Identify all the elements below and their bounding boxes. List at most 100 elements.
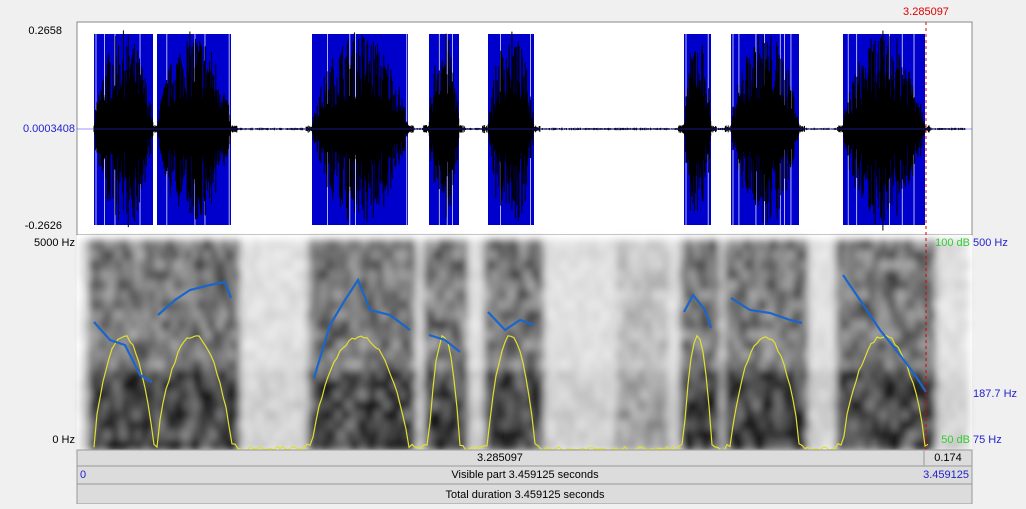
spec-cell: [880, 250, 885, 261]
spec-cell: [192, 380, 197, 391]
spec-cell: [804, 400, 809, 411]
spec-cell: [824, 400, 829, 411]
spec-cell: [184, 410, 189, 421]
spec-cell: [780, 330, 785, 341]
visible-end: 3.459125: [923, 469, 969, 481]
spec-cell: [184, 420, 189, 431]
spec-cell: [672, 390, 677, 401]
spec-cell: [892, 400, 897, 411]
spec-cell: [808, 240, 813, 251]
spec-cell: [284, 420, 289, 431]
spec-cell: [912, 320, 917, 331]
spec-cell: [704, 350, 709, 361]
spec-cell: [804, 320, 809, 331]
spec-cell: [672, 290, 677, 301]
spec-cell: [728, 280, 733, 291]
spec-cell: [616, 270, 621, 281]
spec-cell: [272, 370, 277, 381]
spec-cell: [588, 300, 593, 311]
spec-cell: [140, 440, 145, 451]
spec-cell: [676, 390, 681, 401]
spec-cell: [356, 350, 361, 361]
spec-cell: [348, 330, 353, 341]
spec-cell: [360, 430, 365, 441]
spec-cell: [784, 270, 789, 281]
spec-cell: [336, 260, 341, 271]
spec-cell: [352, 410, 357, 421]
spec-cell: [868, 290, 873, 301]
spec-cell: [276, 420, 281, 431]
spec-cell: [856, 310, 861, 321]
spec-cell: [928, 350, 933, 361]
spec-cell: [576, 440, 581, 451]
spec-cell: [256, 350, 261, 361]
spec-cell: [628, 350, 633, 361]
spec-cell: [476, 260, 481, 271]
spec-cell: [552, 360, 557, 371]
spec-cell: [824, 310, 829, 321]
spec-cell: [152, 270, 157, 281]
spec-cell: [648, 290, 653, 301]
spec-cell: [540, 420, 545, 431]
spec-cell: [660, 260, 665, 271]
spec-cell: [704, 400, 709, 411]
spec-cell: [256, 240, 261, 251]
spec-cell: [584, 410, 589, 421]
spec-cell: [372, 430, 377, 441]
spec-cell: [120, 420, 125, 431]
spec-cell: [600, 340, 605, 351]
spec-cell: [192, 400, 197, 411]
spec-cell: [760, 260, 765, 271]
spec-cell: [476, 280, 481, 291]
spec-cell: [648, 270, 653, 281]
spec-cell: [856, 260, 861, 271]
spec-cell: [444, 380, 449, 391]
spec-cell: [664, 360, 669, 371]
spec-cell: [588, 420, 593, 431]
spec-cell: [816, 310, 821, 321]
spec-cell: [700, 370, 705, 381]
spec-cell: [168, 260, 173, 271]
spec-cell: [676, 240, 681, 251]
spec-cell: [180, 440, 185, 451]
spec-cell: [676, 310, 681, 321]
spec-cell: [784, 250, 789, 261]
spec-cell: [520, 300, 525, 311]
spec-cell: [952, 420, 957, 431]
spec-cell: [592, 400, 597, 411]
spec-cell: [560, 250, 565, 261]
spec-cell: [780, 300, 785, 311]
spec-cell: [568, 290, 573, 301]
spec-cell: [192, 440, 197, 451]
spec-cell: [304, 260, 309, 271]
spec-cell: [924, 340, 929, 351]
spec-cell: [800, 380, 805, 391]
spec-cell: [244, 430, 249, 441]
spec-cell: [824, 300, 829, 311]
spec-cell: [332, 440, 337, 451]
spec-cell: [248, 260, 253, 271]
spec-cell: [380, 250, 385, 261]
spec-cell: [804, 260, 809, 271]
spec-cell: [140, 360, 145, 371]
spec-cell: [528, 420, 533, 431]
spec-cell: [304, 420, 309, 431]
spec-cell: [184, 350, 189, 361]
spec-cell: [132, 440, 137, 451]
spec-cell: [324, 250, 329, 261]
spec-cell: [116, 270, 121, 281]
spec-cell: [508, 440, 513, 451]
spec-cell: [480, 240, 485, 251]
spec-cell: [924, 310, 929, 321]
spec-cell: [196, 410, 201, 421]
spec-cell: [508, 290, 513, 301]
spec-cell: [520, 240, 525, 251]
spec-cell: [504, 330, 509, 341]
spec-cell: [100, 370, 105, 381]
spec-cell: [664, 370, 669, 381]
spec-cell: [720, 250, 725, 261]
spec-cell: [712, 370, 717, 381]
spec-cell: [824, 440, 829, 451]
spec-cell: [712, 250, 717, 261]
spec-cell: [112, 350, 117, 361]
